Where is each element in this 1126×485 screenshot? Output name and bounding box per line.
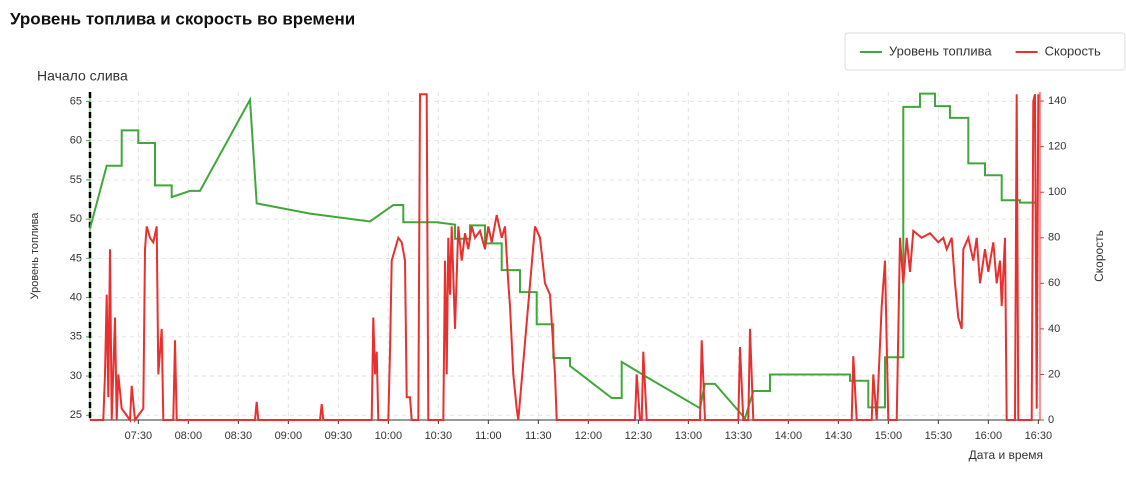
- series-line: [89, 92, 1037, 421]
- y-tick-label: 25: [70, 409, 82, 421]
- x-tick-label: 08:00: [175, 430, 203, 442]
- x-tick-label: 14:30: [825, 430, 853, 442]
- y-tick-label: 55: [70, 174, 82, 186]
- y2-tick-label: 20: [1048, 368, 1060, 380]
- y-tick-label: 45: [70, 252, 82, 264]
- x-tick-label: 16:30: [1025, 430, 1053, 442]
- x-tick-label: 15:00: [875, 430, 903, 442]
- x-tick-label: 12:30: [625, 430, 653, 442]
- y-tick-label: 40: [70, 291, 82, 303]
- y-tick-label: 30: [70, 370, 82, 382]
- y2-tick-label: 40: [1048, 323, 1060, 335]
- y2-tick-label: 120: [1048, 141, 1066, 153]
- legend-box: [844, 32, 1126, 71]
- annotation-label: Начало слива: [37, 68, 128, 84]
- x-axis-label: Дата и время: [969, 448, 1043, 462]
- x-tick-label: 16:00: [975, 430, 1003, 442]
- y2-tick-label: 80: [1048, 232, 1060, 244]
- x-tick-label: 10:00: [375, 430, 403, 442]
- x-tick-label: 09:30: [325, 430, 353, 442]
- x-tick-label: 08:30: [225, 430, 253, 442]
- legend-label: Уровень топлива: [889, 43, 992, 58]
- legend-label: Скорость: [1045, 43, 1101, 58]
- x-tick-label: 09:00: [275, 430, 303, 442]
- x-tick-label: 14:00: [775, 430, 803, 442]
- x-tick-label: 10:30: [425, 430, 453, 442]
- chart-title: Уровень топлива и скорость во времени: [10, 9, 355, 28]
- x-tick-label: 12:00: [575, 430, 603, 442]
- y-tick-label: 65: [70, 95, 82, 107]
- series-line: [90, 93, 1040, 423]
- y2-axis-label: Скорость: [1092, 230, 1106, 282]
- y-tick-label: 50: [70, 213, 82, 225]
- x-tick-label: 07:30: [125, 430, 153, 442]
- x-tick-label: 15:30: [925, 430, 953, 442]
- x-tick-label: 13:30: [725, 430, 753, 442]
- y2-tick-label: 60: [1048, 277, 1060, 289]
- y2-tick-label: 140: [1048, 95, 1066, 107]
- x-tick-label: 11:30: [525, 430, 552, 442]
- y-tick-label: 60: [70, 135, 82, 147]
- x-tick-label: 11:00: [475, 430, 502, 442]
- y-axis-label: Уровень топлива: [29, 212, 41, 300]
- y-tick-label: 35: [70, 331, 82, 343]
- x-tick-label: 13:00: [675, 430, 703, 442]
- y2-tick-label: 100: [1048, 186, 1066, 198]
- y2-tick-label: 0: [1048, 414, 1054, 426]
